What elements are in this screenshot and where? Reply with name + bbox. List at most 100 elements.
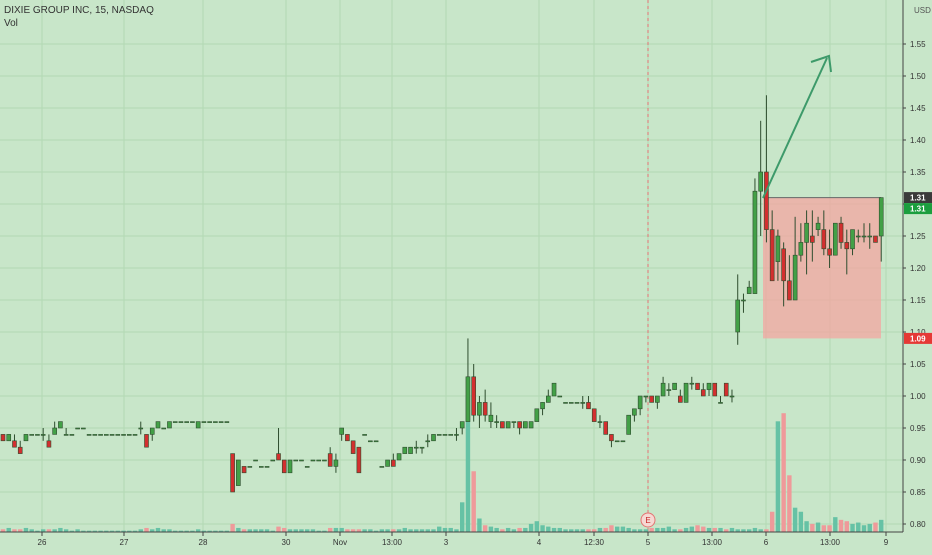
candle-body <box>867 235 873 238</box>
volume-bar <box>821 525 827 532</box>
candle-body <box>281 459 287 474</box>
volume-bar <box>339 527 344 532</box>
volume-bar <box>448 527 453 532</box>
volume-bar <box>867 523 872 532</box>
volume-bar <box>190 530 195 532</box>
volume-bar <box>224 530 230 532</box>
stop-loss-zone[interactable] <box>763 197 881 339</box>
volume-bar <box>104 530 109 532</box>
candle-body <box>792 254 798 301</box>
candle-body <box>700 389 706 397</box>
volume-bar <box>678 529 683 532</box>
volume-bar <box>804 521 809 532</box>
earnings-marker[interactable]: E <box>640 512 656 528</box>
candle-body <box>454 434 459 436</box>
price-axis[interactable]: 1.551.501.451.401.351.301.251.201.151.10… <box>902 0 932 550</box>
volume-bar <box>287 529 293 532</box>
projection-arrow[interactable] <box>762 54 832 199</box>
candle-body <box>746 286 752 294</box>
candle-body <box>144 434 149 448</box>
candle-body <box>253 459 258 462</box>
volume-bar <box>437 526 442 532</box>
x-tick-label: 13:00 <box>820 538 841 547</box>
volume-bar <box>540 525 545 532</box>
volume-bar <box>534 521 540 532</box>
volume-bar <box>63 529 69 532</box>
volume-bar <box>213 530 218 532</box>
volume-bar <box>127 530 132 532</box>
volume-bar <box>184 530 189 532</box>
earnings-icon[interactable] <box>640 512 656 528</box>
volume-indicator-label: Vol <box>4 18 18 29</box>
candle-body <box>304 466 310 468</box>
candle-body <box>505 421 511 429</box>
volume-bar <box>391 529 396 532</box>
volume-bar <box>373 530 379 532</box>
volume-bar <box>620 526 626 532</box>
risk-reward-tool[interactable] <box>763 197 881 339</box>
candle-body <box>161 427 167 430</box>
x-tick-label: 30 <box>282 538 291 547</box>
volume-bar <box>362 529 367 532</box>
volume-bar <box>121 530 126 532</box>
target-price-label-bg <box>904 203 932 215</box>
candle-body <box>345 434 350 442</box>
volume-bar <box>230 523 235 532</box>
candle-body <box>190 421 195 423</box>
volume-bar <box>637 529 643 532</box>
candle-body <box>471 376 476 416</box>
candle-body <box>23 434 29 442</box>
volume-bar <box>167 529 172 532</box>
candle-body <box>86 434 92 436</box>
candle-body <box>832 222 838 256</box>
candle-body <box>115 434 121 436</box>
volume-bar <box>695 525 700 532</box>
x-tick-label: 4 <box>537 538 542 547</box>
candle-body <box>517 421 522 429</box>
volume-bar <box>150 529 155 532</box>
candle-body <box>0 434 6 442</box>
volume-bar <box>419 529 425 532</box>
candle-body <box>683 382 689 403</box>
volume-bar <box>276 526 281 532</box>
candle-body <box>597 421 603 423</box>
candle-body <box>787 280 792 301</box>
time-axis[interactable]: 26 27 28 30 Nov 13:00 3 4 12:30 5 13:00 6 13:00 9 <box>0 531 903 547</box>
candle-body <box>878 197 884 237</box>
candle-body <box>821 229 827 250</box>
candle-body <box>758 171 763 192</box>
candle-body <box>419 446 425 449</box>
volume-bar <box>18 529 23 532</box>
candle-body <box>258 466 264 468</box>
volume-bar <box>350 529 356 532</box>
volume-bar <box>173 530 178 532</box>
candle-body <box>362 434 367 436</box>
candle-body <box>706 382 712 390</box>
candle-body <box>207 421 212 423</box>
candle-body <box>167 421 172 429</box>
candle-body <box>568 402 574 404</box>
volume-bar <box>500 529 505 532</box>
volume-bar <box>614 526 620 532</box>
currency-label: USD <box>914 6 931 15</box>
volume-bar <box>431 529 436 532</box>
volume-bar <box>12 529 17 532</box>
candle-body <box>6 434 12 442</box>
candle-body <box>477 402 482 416</box>
volume-bar <box>488 526 494 532</box>
target-price-label: 1.31 <box>910 205 926 214</box>
price-axis-panel[interactable] <box>903 0 932 550</box>
volume-bar <box>195 529 201 532</box>
volume-bar <box>109 530 115 532</box>
candle-body <box>413 446 419 449</box>
candle-body <box>540 402 545 410</box>
candle-body <box>350 440 356 454</box>
candle-body <box>12 440 17 448</box>
candle-body <box>810 235 815 243</box>
candle-body <box>545 395 551 403</box>
candle-body <box>316 459 322 462</box>
arrow-shaft <box>762 57 828 199</box>
candle-body <box>17 446 23 454</box>
